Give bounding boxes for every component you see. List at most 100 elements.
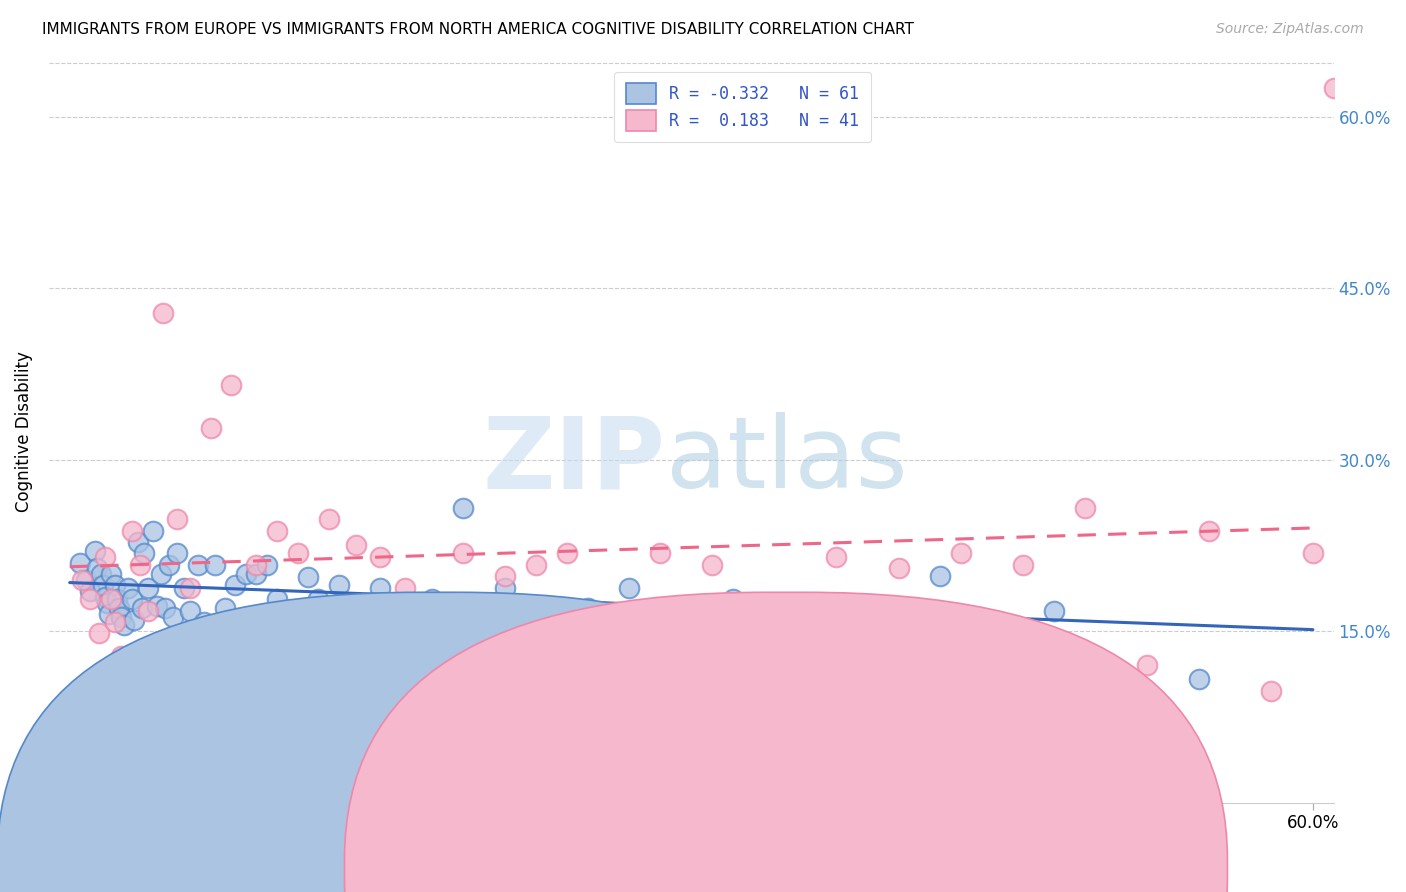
Point (83, 544, 105, 558)
Point (138, 603, 160, 617)
Point (193, 615, 215, 629)
Point (1136, 658, 1159, 673)
Point (576, 601, 599, 615)
Point (887, 561, 910, 575)
Point (307, 592, 329, 607)
Point (94, 549, 117, 564)
Point (763, 649, 786, 664)
Point (98, 607, 121, 621)
Point (162, 610, 184, 624)
Point (536, 603, 558, 617)
Point (110, 610, 132, 624)
Point (669, 610, 692, 624)
Text: Source: ZipAtlas.com: Source: ZipAtlas.com (1216, 22, 1364, 37)
Point (949, 546, 972, 560)
Point (370, 549, 392, 564)
Point (349, 601, 371, 615)
Point (166, 546, 188, 560)
Point (70, 573, 93, 587)
Point (134, 546, 156, 560)
Point (846, 618, 869, 632)
Point (121, 524, 143, 538)
Point (1302, 546, 1324, 560)
Point (166, 512, 188, 526)
Point (524, 558, 547, 572)
Point (96, 596, 118, 610)
Point (112, 618, 135, 632)
Point (328, 578, 350, 592)
Text: Immigrants from Europe: Immigrants from Europe (419, 855, 621, 872)
Point (79, 584, 101, 599)
Point (721, 592, 744, 607)
Y-axis label: Cognitive Disability: Cognitive Disability (15, 351, 32, 511)
Point (100, 592, 122, 607)
Point (187, 558, 209, 572)
Point (142, 524, 165, 538)
Point (94, 590, 117, 604)
Point (129, 558, 152, 572)
Point (287, 546, 309, 560)
Point (91, 578, 114, 592)
Point (90, 566, 112, 581)
Point (700, 558, 723, 572)
Point (117, 581, 139, 595)
Point (152, 306, 174, 320)
Legend: R = -0.332   N = 61, R =  0.183   N = 41: R = -0.332 N = 61, R = 0.183 N = 41 (614, 71, 872, 143)
Point (87, 626, 110, 640)
Point (200, 420, 222, 434)
Text: IMMIGRANTS FROM EUROPE VS IMMIGRANTS FROM NORTH AMERICA COGNITIVE DISABILITY COR: IMMIGRANTS FROM EUROPE VS IMMIGRANTS FRO… (42, 22, 914, 37)
Point (75, 573, 97, 587)
Point (420, 592, 443, 607)
Point (401, 615, 423, 629)
Point (214, 601, 236, 615)
Point (825, 549, 848, 564)
Point (929, 569, 952, 583)
Point (86, 561, 108, 575)
Point (138, 581, 160, 595)
Point (453, 500, 475, 515)
Point (598, 658, 620, 673)
Point (266, 524, 288, 538)
Point (104, 578, 127, 592)
Point (145, 599, 167, 613)
Point (1198, 524, 1220, 538)
Point (1323, 81, 1346, 95)
Text: ZIP: ZIP (482, 412, 665, 509)
Point (245, 566, 267, 581)
Point (100, 566, 122, 581)
Point (179, 581, 201, 595)
Point (318, 512, 340, 526)
Point (266, 592, 288, 607)
Point (104, 615, 127, 629)
Point (650, 546, 672, 560)
Point (179, 603, 201, 617)
Point (370, 581, 392, 595)
Point (204, 558, 226, 572)
Text: atlas: atlas (665, 412, 907, 509)
Point (235, 566, 257, 581)
Point (108, 601, 131, 615)
Point (1188, 672, 1211, 686)
Point (256, 558, 278, 572)
Point (105, 592, 128, 607)
Point (127, 535, 149, 549)
Point (121, 592, 143, 607)
Text: Immigrants from North America: Immigrants from North America (740, 855, 1004, 872)
Point (149, 566, 172, 581)
Point (1011, 558, 1033, 572)
Point (1074, 500, 1097, 515)
Point (494, 581, 516, 595)
Point (122, 613, 145, 627)
Point (1260, 683, 1282, 698)
Point (173, 581, 195, 595)
Point (1043, 603, 1066, 617)
Point (153, 601, 176, 615)
Point (297, 570, 319, 584)
Point (79, 592, 101, 607)
Point (344, 538, 367, 552)
Point (494, 569, 516, 583)
Point (453, 546, 475, 560)
Point (131, 601, 153, 615)
Point (221, 378, 243, 392)
Point (394, 581, 416, 595)
